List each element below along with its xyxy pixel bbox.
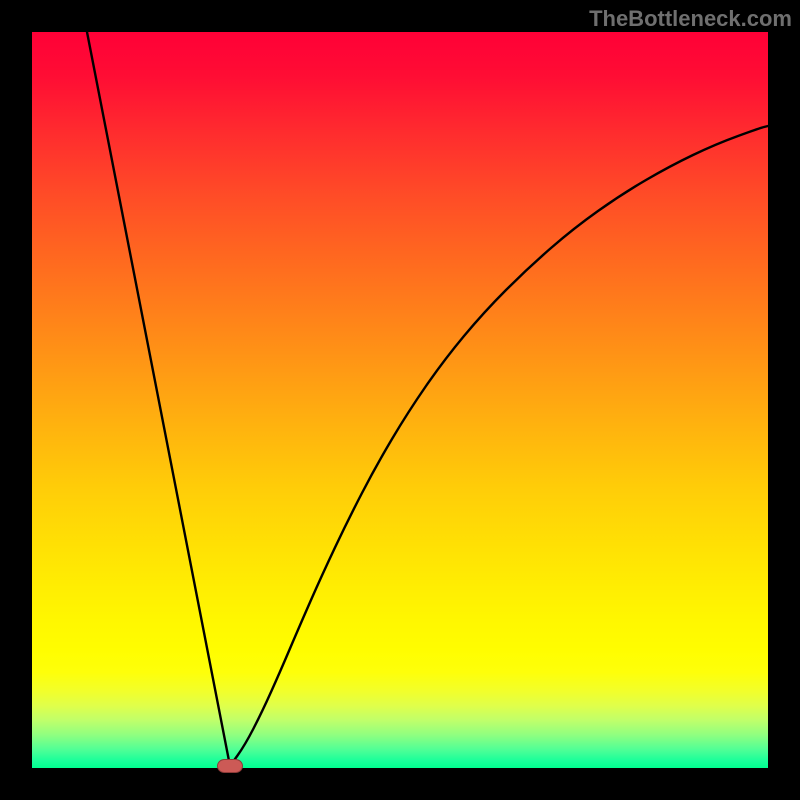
chart-container: TheBottleneck.com [0, 0, 800, 800]
marker-rect [218, 760, 243, 773]
curve-path [87, 32, 768, 766]
watermark-text: TheBottleneck.com [589, 6, 792, 32]
marker-svg [217, 759, 243, 773]
bottleneck-curve [0, 0, 800, 800]
optimal-point-marker [217, 759, 243, 773]
